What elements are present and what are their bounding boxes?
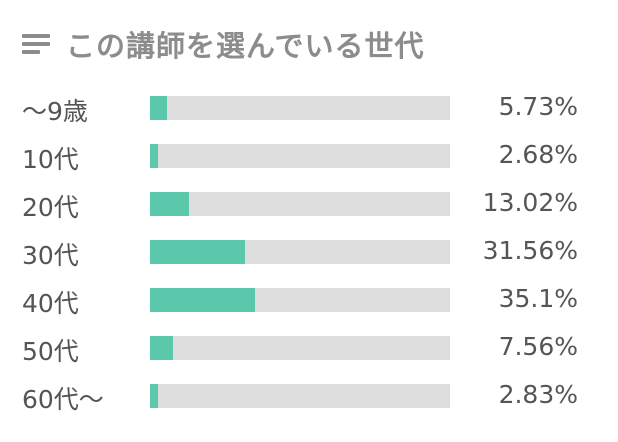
bar-track [150,288,450,312]
bar-row: 〜9歳 5.73% [22,86,582,134]
bar-row: 60代〜 2.83% [22,374,582,422]
bar-track [150,240,450,264]
bar-fill [150,144,159,168]
category-label: 50代 [22,337,79,366]
value-label: 5.73% [498,92,578,121]
category-label: 30代 [22,241,79,270]
value-label: 7.56% [498,332,578,361]
value-label: 31.56% [482,236,578,265]
bar-fill [150,288,256,312]
bar-track [150,96,450,120]
bar-fill [150,96,168,120]
value-label: 35.1% [498,284,578,313]
bar-row: 10代 2.68% [22,134,582,182]
value-label: 2.83% [498,380,578,409]
category-label: 10代 [22,145,79,174]
age-distribution-chart: 〜9歳 5.73% 10代 2.68% 20代 13.02% 30代 31.56% 40代 35.… [22,86,582,422]
category-label: 40代 [22,289,79,318]
chart-title: この講師を選んでいる世代 [66,29,425,63]
bar-row: 20代 13.02% [22,182,582,230]
list-icon [22,33,52,55]
bar-row: 40代 35.1% [22,278,582,326]
bar-row: 30代 31.56% [22,230,582,278]
chart-header: この講師を選んでいる世代 [22,24,425,64]
category-label: 20代 [22,193,79,222]
bar-row: 50代 7.56% [22,326,582,374]
bar-fill [150,192,190,216]
bar-track [150,144,450,168]
bar-fill [150,240,245,264]
bar-track [150,336,450,360]
bar-track [150,384,450,408]
bar-fill [150,336,173,360]
category-label: 60代〜 [22,385,104,414]
bar-track [150,192,450,216]
category-label: 〜9歳 [22,97,88,126]
value-label: 13.02% [482,188,578,217]
value-label: 2.68% [498,140,578,169]
bar-fill [150,384,159,408]
